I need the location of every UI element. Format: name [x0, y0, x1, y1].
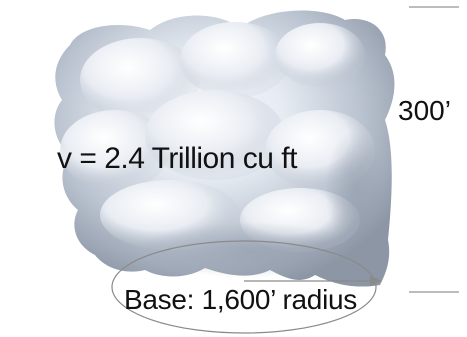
height-label: 300’: [398, 95, 451, 126]
cloud-shape: [54, 10, 395, 287]
volume-label: v = 2.4 Trillion cu ft: [57, 142, 297, 175]
base-radius-label: Base: 1,600’ radius: [124, 284, 357, 315]
base-ellipse: [111, 240, 377, 334]
radius-arrow: [244, 276, 382, 286]
